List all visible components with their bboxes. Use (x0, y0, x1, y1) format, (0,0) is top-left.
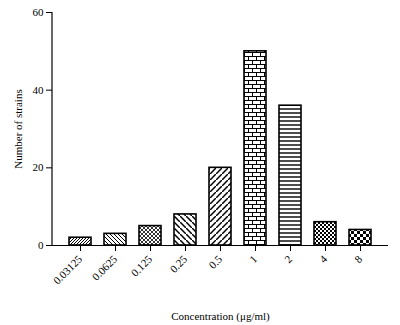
svg-text:0.125: 0.125 (128, 252, 154, 278)
svg-text:20: 20 (33, 161, 45, 173)
svg-text:0.0625: 0.0625 (90, 252, 120, 282)
svg-text:4: 4 (317, 252, 330, 265)
svg-text:0.5: 0.5 (206, 252, 225, 271)
svg-text:1: 1 (247, 253, 259, 265)
svg-text:40: 40 (33, 84, 45, 96)
svg-text:0: 0 (38, 239, 44, 251)
svg-text:8: 8 (352, 252, 365, 265)
svg-text:0.03125: 0.03125 (51, 252, 85, 286)
svg-text:60: 60 (33, 6, 45, 18)
svg-text:Number of strains: Number of strains (12, 89, 24, 168)
svg-text:Concentration (μg/ml): Concentration (μg/ml) (171, 310, 270, 323)
svg-text:0.25: 0.25 (167, 252, 189, 274)
svg-text:2: 2 (282, 253, 294, 265)
